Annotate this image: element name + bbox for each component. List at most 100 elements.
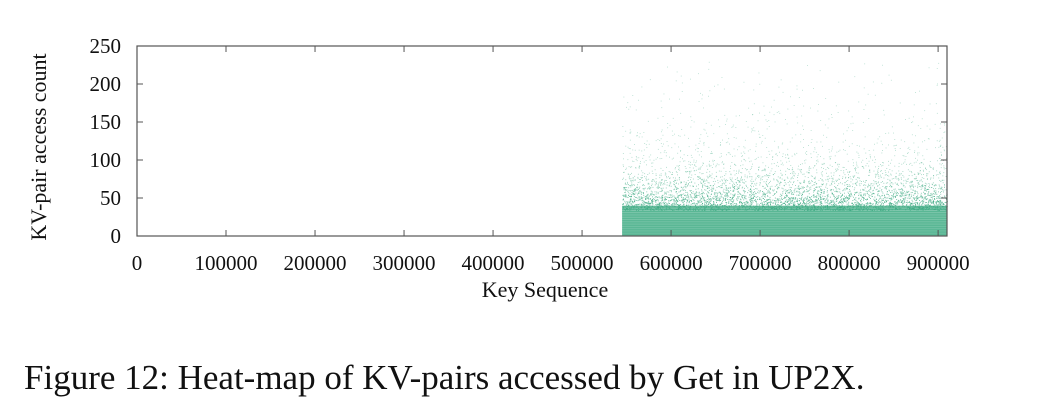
data-point bbox=[629, 208, 630, 209]
data-point bbox=[749, 199, 750, 201]
data-point bbox=[838, 183, 840, 185]
data-point bbox=[625, 179, 627, 181]
data-point bbox=[675, 185, 676, 187]
data-point bbox=[843, 189, 844, 191]
data-point bbox=[661, 107, 663, 109]
data-point bbox=[834, 197, 836, 198]
data-point bbox=[803, 200, 804, 202]
data-point bbox=[942, 182, 944, 184]
data-point bbox=[827, 190, 828, 192]
data-point bbox=[924, 196, 926, 198]
data-point bbox=[805, 205, 807, 206]
data-point bbox=[668, 171, 670, 172]
data-point bbox=[847, 186, 848, 187]
data-point bbox=[891, 186, 893, 188]
data-point bbox=[912, 207, 914, 209]
data-point bbox=[846, 153, 848, 155]
data-point bbox=[627, 159, 629, 161]
data-point bbox=[787, 154, 789, 156]
data-point bbox=[873, 180, 875, 182]
data-point bbox=[633, 196, 635, 198]
data-point bbox=[797, 204, 799, 206]
data-point bbox=[657, 207, 659, 208]
data-point bbox=[776, 192, 778, 193]
data-point bbox=[634, 200, 635, 202]
data-point bbox=[777, 146, 779, 148]
data-point bbox=[743, 151, 745, 153]
data-point bbox=[716, 163, 718, 165]
data-point bbox=[913, 142, 915, 144]
data-point bbox=[791, 155, 793, 157]
data-point bbox=[943, 149, 945, 151]
data-point bbox=[725, 189, 727, 191]
data-point bbox=[779, 206, 781, 208]
data-point bbox=[890, 174, 892, 176]
data-point bbox=[840, 195, 842, 197]
data-point bbox=[668, 176, 669, 178]
data-point bbox=[710, 189, 712, 190]
data-point bbox=[693, 208, 694, 210]
data-point bbox=[716, 186, 718, 188]
data-point bbox=[892, 196, 894, 197]
data-point bbox=[657, 139, 659, 140]
data-point bbox=[730, 199, 732, 201]
data-point bbox=[664, 202, 665, 204]
data-point bbox=[801, 209, 803, 210]
data-point bbox=[785, 119, 786, 120]
data-point bbox=[833, 181, 835, 183]
data-point bbox=[844, 192, 845, 194]
data-point bbox=[863, 199, 865, 201]
data-point bbox=[806, 154, 808, 155]
data-point bbox=[869, 156, 871, 157]
data-point bbox=[944, 208, 946, 210]
data-point bbox=[915, 92, 916, 93]
data-point bbox=[897, 193, 899, 195]
data-point bbox=[787, 192, 789, 193]
data-point bbox=[896, 199, 898, 200]
data-point bbox=[869, 169, 871, 171]
data-point bbox=[821, 171, 823, 173]
data-point bbox=[877, 195, 879, 197]
data-point bbox=[813, 184, 815, 186]
data-point bbox=[756, 182, 758, 184]
data-point bbox=[749, 189, 751, 190]
data-point bbox=[936, 84, 938, 86]
data-point bbox=[772, 202, 774, 204]
data-point bbox=[707, 201, 708, 202]
data-point bbox=[789, 207, 791, 208]
data-point bbox=[629, 152, 631, 154]
data-point bbox=[859, 209, 860, 211]
data-point bbox=[738, 207, 740, 209]
data-point bbox=[914, 152, 915, 153]
data-point bbox=[882, 64, 883, 66]
data-point bbox=[940, 145, 941, 147]
data-point bbox=[921, 204, 923, 206]
data-point bbox=[862, 209, 864, 210]
data-point bbox=[854, 202, 856, 204]
data-point bbox=[851, 195, 853, 197]
data-point bbox=[919, 90, 920, 92]
data-point bbox=[645, 198, 646, 199]
data-point bbox=[927, 204, 929, 206]
data-point bbox=[937, 207, 939, 209]
data-point bbox=[670, 199, 672, 201]
data-point bbox=[625, 195, 627, 196]
data-point bbox=[936, 68, 938, 69]
data-point bbox=[641, 150, 643, 152]
data-point bbox=[854, 76, 856, 78]
data-point bbox=[823, 199, 824, 200]
data-point bbox=[817, 209, 819, 210]
data-point bbox=[810, 209, 812, 210]
data-point bbox=[723, 178, 725, 180]
data-point bbox=[919, 163, 921, 165]
data-point bbox=[847, 191, 849, 193]
data-point bbox=[931, 202, 933, 204]
data-point bbox=[908, 194, 910, 196]
data-point bbox=[668, 208, 670, 210]
data-point bbox=[821, 205, 822, 206]
data-point bbox=[857, 201, 858, 203]
data-point bbox=[766, 184, 768, 186]
data-point bbox=[767, 202, 769, 204]
data-point bbox=[657, 204, 659, 205]
data-point bbox=[784, 179, 786, 181]
